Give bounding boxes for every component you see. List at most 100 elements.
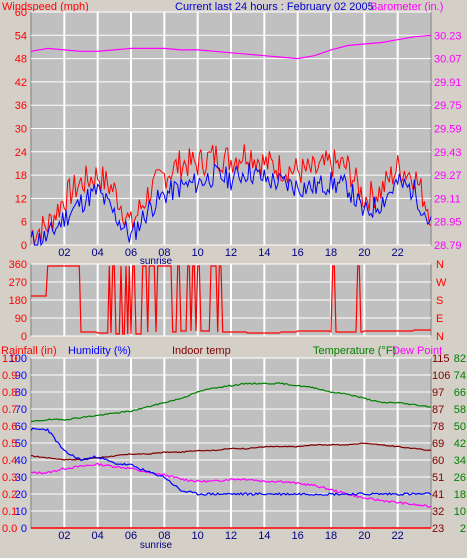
y-tick-label-humidity: 10: [15, 506, 27, 518]
y-tick-label-rainfall: 0.3: [2, 472, 17, 484]
y-tick-label-humidity: 80: [15, 387, 27, 399]
y-tick-label-rainfall: 0.4: [2, 455, 17, 467]
wind-average-series-line: [30, 162, 432, 247]
y-tick-label-indoor: 23: [432, 523, 444, 535]
y-tick-label-direction-deg: 360: [9, 259, 27, 271]
y-tick-label-direction-deg: 180: [9, 295, 27, 307]
y-tick-label-windspeed: 24: [15, 147, 27, 159]
x-tick-label: 12: [225, 247, 237, 259]
y-tick-label-windspeed: 36: [15, 100, 27, 112]
y-tick-label-humidity: 20: [15, 489, 27, 501]
y-tick-label-indoor: 87: [432, 404, 444, 416]
y-tick-label-temperature: 34: [454, 455, 466, 467]
y-tick-label-humidity: 50: [15, 438, 27, 450]
y-tick-label-indoor: 51: [432, 472, 444, 484]
x-tick-label: 14: [258, 247, 270, 259]
humidity-series-line: [30, 427, 432, 496]
y-tick-label-humidity: 0: [21, 523, 27, 535]
y-tick-label-humidity: 90: [15, 370, 27, 382]
data-series: [30, 34, 432, 529]
y-tick-label-indoor: 97: [432, 387, 444, 399]
x-tick-label: 08: [158, 530, 170, 542]
wind-direction-series-line: [31, 265, 431, 335]
y-tick-label-direction-deg: 0: [21, 331, 27, 343]
y-tick-label-compass: W: [436, 277, 447, 289]
y-tick-label-compass: N: [436, 331, 444, 343]
y-tick-label-windspeed: 60: [15, 7, 27, 19]
y-tick-label-windspeed: 42: [15, 77, 27, 89]
y-tick-label-barometer: 29.43: [434, 147, 462, 159]
x-tick-label: 04: [92, 247, 104, 259]
y-tick-label-temperature: 10: [454, 506, 466, 518]
y-tick-label-temperature: 2: [460, 523, 466, 535]
x-tick-label: 16: [292, 247, 304, 259]
rainfall-label: Rainfall (in): [1, 345, 57, 357]
dewpoint-series-line: [30, 462, 432, 508]
x-tick-label: 20: [358, 530, 370, 542]
y-tick-label-direction-deg: 90: [15, 313, 27, 325]
y-tick-label-temperature: 74: [454, 370, 466, 382]
y-tick-label-temperature: 82: [454, 353, 466, 365]
y-tick-label-barometer: 30.07: [434, 54, 462, 66]
y-tick-label-direction-deg: 270: [9, 277, 27, 289]
y-tick-label-rainfall: 0.1: [2, 506, 17, 518]
y-tick-label-indoor: 32: [432, 506, 444, 518]
x-tick-label: 04: [92, 530, 104, 542]
sunrise-label: sunrise: [140, 256, 173, 267]
sunrise-label: sunrise: [140, 540, 173, 551]
y-tick-label-windspeed: 48: [15, 54, 27, 66]
y-tick-label-temperature: 26: [454, 472, 466, 484]
y-tick-label-windspeed: 0: [21, 240, 27, 252]
y-tick-label-compass: S: [436, 295, 443, 307]
y-tick-label-barometer: 29.11: [434, 193, 461, 205]
x-tick-label: 08: [158, 247, 170, 259]
y-tick-label-windspeed: 30: [15, 124, 27, 136]
y-tick-label-humidity: 40: [15, 455, 27, 467]
y-tick-label-temperature: 42: [454, 438, 466, 450]
y-tick-label-barometer: 29.75: [434, 100, 462, 112]
y-tick-label-windspeed: 12: [15, 193, 27, 205]
barometer-series-line: [30, 34, 432, 60]
y-tick-label-rainfall: 1.0: [2, 353, 17, 365]
y-tick-label-windspeed: 6: [21, 217, 27, 229]
windspeed-label: Windspeed (mph): [2, 1, 89, 13]
y-tick-label-barometer: 28.79: [434, 240, 462, 252]
y-tick-label-rainfall: 0.5: [2, 438, 17, 450]
y-tick-label-temperature: 18: [454, 489, 466, 501]
humidity-label: Humidity (%): [68, 345, 131, 357]
y-tick-label-barometer: 29.59: [434, 124, 462, 136]
x-tick-label: 12: [225, 530, 237, 542]
temperature-series-line: [30, 382, 432, 423]
y-tick-label-indoor: 106: [432, 370, 450, 382]
y-tick-label-temperature: 50: [454, 421, 466, 433]
chart-title: Current last 24 hours : February 02 2005: [175, 1, 374, 13]
x-tick-label: 06: [125, 530, 137, 542]
axis-tick-labels: 0202040406060808101012121414161618182020…: [2, 7, 466, 551]
y-tick-label-humidity: 60: [15, 421, 27, 433]
x-tick-label: 20: [358, 247, 370, 259]
temperature-label: Temperature (°F): [313, 345, 396, 357]
x-tick-label: 16: [292, 530, 304, 542]
y-tick-label-barometer: 30.23: [434, 30, 462, 42]
y-tick-label-barometer: 29.27: [434, 170, 462, 182]
x-tick-label: 22: [392, 247, 404, 259]
y-tick-label-windspeed: 18: [15, 170, 27, 182]
x-tick-label: 18: [325, 247, 337, 259]
y-tick-label-temperature: 58: [454, 404, 466, 416]
y-tick-label-indoor: 69: [432, 438, 444, 450]
y-tick-label-windspeed: 54: [15, 30, 27, 42]
x-tick-label: 10: [192, 530, 204, 542]
y-tick-label-barometer: 28.95: [434, 217, 462, 229]
barometer-label: Barometer (in.): [370, 1, 443, 13]
x-tick-label: 14: [258, 530, 270, 542]
y-tick-label-rainfall: 0.2: [2, 489, 17, 501]
y-tick-label-rainfall: 0.7: [2, 404, 17, 416]
x-tick-label: 18: [325, 530, 337, 542]
y-tick-label-rainfall: 0.9: [2, 370, 17, 382]
y-tick-label-barometer: 29.91: [434, 77, 462, 89]
y-tick-label-indoor: 115: [432, 353, 450, 365]
dewpoint-label: Dew Point: [392, 345, 442, 357]
x-tick-label: 06: [125, 247, 137, 259]
y-tick-label-indoor: 78: [432, 421, 444, 433]
